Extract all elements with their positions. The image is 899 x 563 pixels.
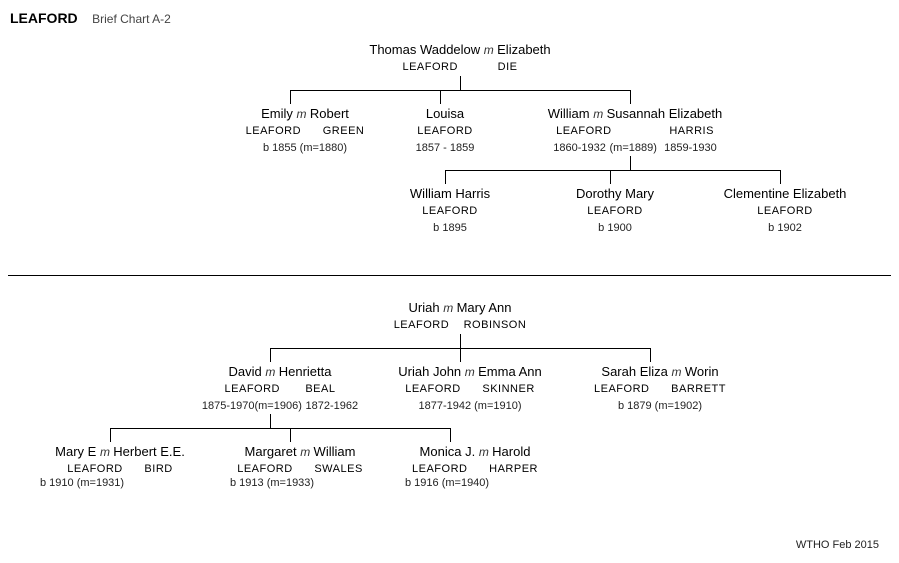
connector: [630, 90, 631, 104]
footer-credit: WTHO Feb 2015: [796, 539, 879, 551]
t1-g2-william: William m Susannah Elizabeth LEAFORD HAR…: [510, 106, 760, 156]
connector: [610, 170, 611, 184]
connector: [445, 170, 446, 184]
t2-g2-sarah: Sarah Eliza m Worin LEAFORD BARRETT b 18…: [575, 364, 745, 414]
connector: [445, 170, 780, 171]
t1-g3-2: Clementine Elizabeth LEAFORD b 1902: [705, 186, 865, 236]
connector: [270, 414, 271, 428]
t2-root: Uriah m Mary Ann LEAFORD ROBINSON: [370, 300, 550, 333]
t1-g2-louisa: Louisa LEAFORD 1857 - 1859: [400, 106, 490, 156]
connector: [290, 90, 630, 91]
connector: [440, 90, 441, 104]
connector: [270, 348, 271, 362]
t1-g2-emily: Emily m Robert LEAFORD GREEN b 1855 (m=1…: [230, 106, 380, 156]
header-chart: Brief Chart A-2: [92, 12, 171, 26]
connector: [290, 90, 291, 104]
t1-root-left-given: Thomas Waddelow: [369, 42, 480, 57]
connector: [110, 428, 450, 429]
connector: [460, 76, 461, 90]
t1-root-left-sur: LEAFORD: [402, 61, 457, 73]
chart-header: LEAFORD Brief Chart A-2: [10, 10, 171, 28]
header-surname: LEAFORD: [10, 10, 78, 26]
connector: [290, 428, 291, 442]
t2-g3-1: Margaret m William LEAFORD SWALES b 1913…: [220, 444, 380, 491]
marriage-m: m: [484, 43, 497, 57]
t2-g2-uriahjohn: Uriah John m Emma Ann LEAFORD SKINNER 18…: [385, 364, 555, 414]
t2-g3-0: Mary E m Herbert E.E. LEAFORD BIRD b 191…: [30, 444, 210, 491]
connector: [450, 428, 451, 442]
t1-g3-0: William Harris LEAFORD b 1895: [390, 186, 510, 236]
t1-root: Thomas Waddelow m Elizabeth LEAFORD DIE: [340, 42, 580, 75]
t1-root-right-given: Elizabeth: [497, 42, 550, 57]
t2-g2-david: David m Henrietta LEAFORD BEAL 1875-1970…: [180, 364, 380, 414]
t1-root-right-sur: DIE: [498, 61, 518, 73]
separator-line: [8, 275, 891, 276]
t1-g3-1: Dorothy Mary LEAFORD b 1900: [555, 186, 675, 236]
connector: [460, 348, 461, 362]
connector: [630, 156, 631, 170]
connector: [110, 428, 111, 442]
connector: [650, 348, 651, 362]
connector: [460, 334, 461, 348]
connector: [780, 170, 781, 184]
t2-g3-2: Monica J. m Harold LEAFORD HARPER b 1916…: [395, 444, 555, 491]
